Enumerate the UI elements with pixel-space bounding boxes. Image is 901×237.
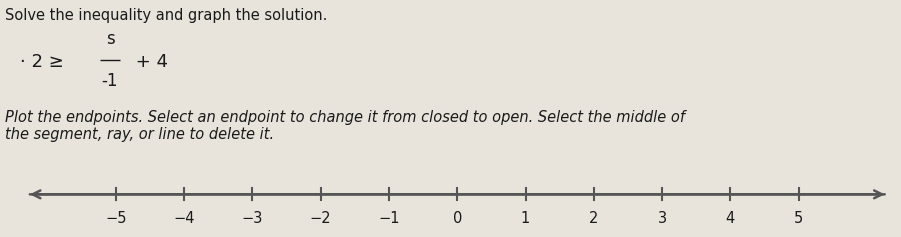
Text: −4: −4 — [173, 211, 195, 226]
Text: Plot the endpoints. Select an endpoint to change it from closed to open. Select : Plot the endpoints. Select an endpoint t… — [5, 110, 685, 142]
Text: −5: −5 — [105, 211, 126, 226]
Text: −2: −2 — [310, 211, 332, 226]
Text: 2: 2 — [589, 211, 598, 226]
Text: 3: 3 — [658, 211, 667, 226]
Text: -1: -1 — [102, 72, 118, 90]
Text: + 4: + 4 — [130, 53, 168, 71]
Text: Solve the inequality and graph the solution.: Solve the inequality and graph the solut… — [5, 8, 327, 23]
Text: s: s — [105, 30, 114, 48]
Text: −1: −1 — [378, 211, 400, 226]
Text: 0: 0 — [452, 211, 462, 226]
Text: −3: −3 — [241, 211, 263, 226]
Text: 5: 5 — [794, 211, 804, 226]
Text: 1: 1 — [521, 211, 530, 226]
Text: 4: 4 — [726, 211, 735, 226]
Text: · 2 ≥: · 2 ≥ — [20, 53, 69, 71]
